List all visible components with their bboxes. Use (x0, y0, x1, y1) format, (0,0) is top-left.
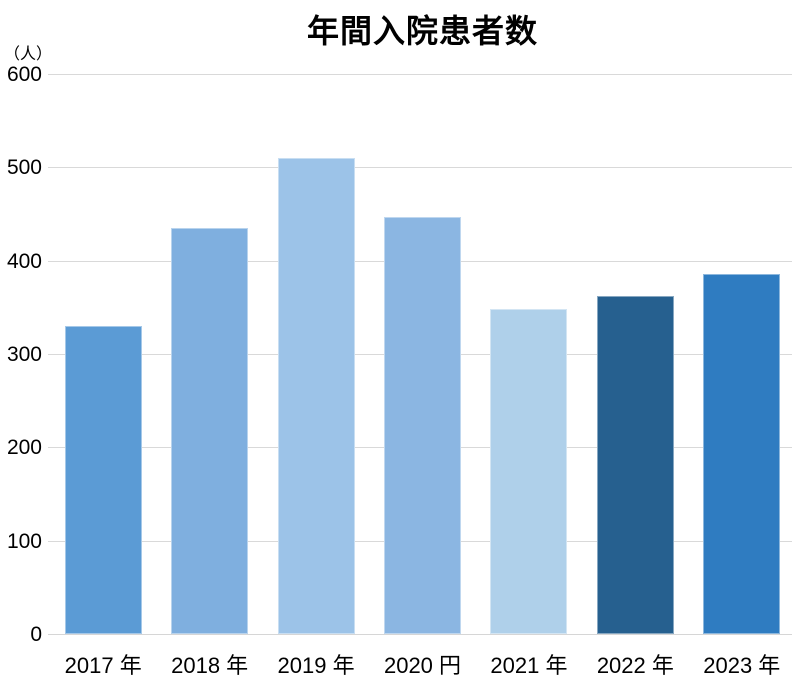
gridline (48, 167, 792, 169)
bar-2018 (171, 228, 249, 634)
bar-2019 (277, 158, 355, 634)
x-tick-label: 2018 年 (171, 653, 249, 678)
x-tick-label: 2022 年 (596, 653, 674, 678)
y-tick-label: 500 (6, 156, 42, 180)
bar-2023 (703, 273, 781, 634)
y-tick-label: 200 (6, 436, 42, 460)
x-tick-label: 2020 円 (383, 653, 462, 678)
x-tick-label: 2019 年 (277, 653, 355, 678)
chart-title: 年間入院患者数 (306, 13, 538, 49)
bar-2022 (596, 296, 674, 634)
y-tick-label: 0 (30, 623, 42, 646)
gridline (48, 74, 792, 75)
y-tick-label: 100 (6, 529, 42, 553)
y-tick-label: 600 (6, 63, 42, 86)
x-tick-label: 2023 年 (703, 653, 781, 678)
x-axis-line (48, 634, 792, 635)
bar-2017 (64, 326, 142, 634)
bar-2020 (384, 216, 461, 634)
x-tick-label: 2021 年 (490, 653, 568, 678)
y-tick-label: 300 (6, 343, 42, 366)
y-tick-label: 400 (6, 249, 42, 273)
bar-2021 (490, 309, 568, 634)
x-tick-label: 2017 年 (64, 653, 142, 678)
y-axis-unit-label: （人） (4, 46, 53, 63)
